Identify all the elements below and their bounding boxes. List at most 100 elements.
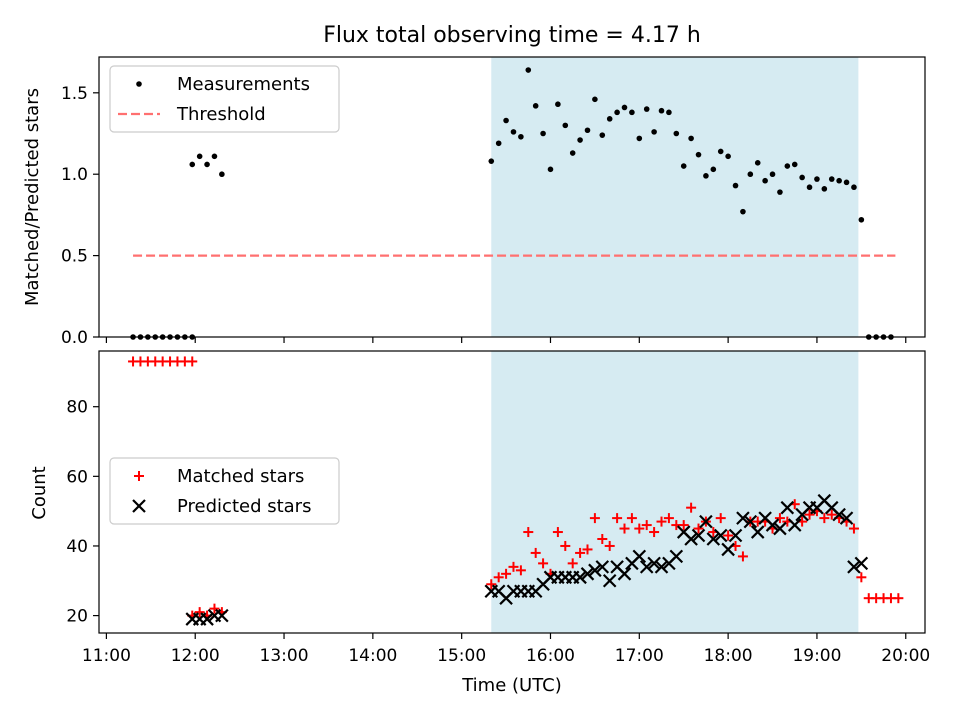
data-point — [569, 150, 576, 156]
bottom-y-axis-label: Count — [29, 466, 50, 519]
data-point — [614, 109, 620, 116]
y-tick-label: 80 — [66, 398, 88, 418]
data-point — [836, 177, 842, 184]
data-point — [684, 532, 698, 546]
data-point — [604, 540, 615, 551]
data-point — [641, 520, 652, 531]
data-point — [589, 513, 600, 524]
data-point — [814, 176, 820, 182]
legend-marker — [132, 499, 146, 513]
data-point — [573, 570, 587, 585]
data-point — [673, 130, 680, 137]
data-point — [680, 163, 687, 169]
x-tick-label: 16:00 — [526, 646, 575, 666]
data-point — [204, 161, 210, 168]
data-point — [508, 561, 519, 572]
series-measurements — [130, 67, 894, 340]
data-point — [819, 513, 830, 524]
x-tick-label: 19:00 — [792, 646, 841, 666]
data-point — [634, 523, 645, 534]
legend-label: Measurements — [177, 74, 310, 95]
data-point — [725, 153, 731, 160]
chart-title: Flux total observing time = 4.17 h — [323, 23, 701, 48]
data-point — [762, 177, 768, 184]
data-point — [780, 500, 795, 515]
data-point — [723, 530, 734, 541]
data-point — [769, 171, 776, 178]
legend-marker — [134, 471, 144, 481]
data-point — [858, 216, 865, 223]
data-point — [552, 527, 563, 538]
data-point — [693, 523, 704, 534]
data-point — [832, 507, 846, 522]
data-point — [721, 542, 735, 557]
data-point — [194, 607, 205, 618]
data-point — [847, 560, 861, 574]
data-point — [688, 135, 694, 142]
data-point — [639, 560, 654, 574]
data-point — [773, 521, 787, 536]
x-tick-label: 14:00 — [348, 646, 397, 666]
legend: Matched stars Predicted stars — [109, 457, 340, 525]
data-point — [703, 173, 709, 179]
data-point — [510, 129, 517, 135]
data-point — [893, 593, 904, 604]
data-point — [750, 525, 765, 539]
data-point — [629, 109, 635, 116]
data-point — [799, 174, 805, 181]
data-point — [678, 520, 689, 531]
data-point — [669, 549, 684, 564]
data-point — [743, 514, 758, 529]
observing-window-span — [491, 57, 859, 337]
data-point — [747, 171, 754, 178]
data-point — [582, 544, 593, 555]
data-point — [200, 612, 214, 626]
data-point — [856, 572, 867, 583]
data-point — [828, 176, 835, 182]
data-point — [209, 603, 220, 614]
data-point — [754, 160, 761, 166]
data-point — [851, 184, 857, 191]
data-point — [656, 516, 667, 527]
x-tick-label: 11:00 — [82, 646, 131, 666]
data-point — [765, 518, 780, 532]
data-point — [518, 133, 524, 140]
data-point — [784, 163, 791, 169]
x-tick-label: 12:00 — [171, 646, 220, 666]
data-point — [791, 161, 798, 168]
data-point — [839, 511, 854, 525]
data-point — [211, 153, 218, 160]
legend-label: Matched stars — [177, 466, 304, 487]
data-point — [523, 527, 534, 538]
data-point — [215, 608, 229, 623]
data-point — [575, 547, 586, 558]
data-point — [658, 107, 665, 114]
data-point — [486, 579, 497, 590]
data-point — [636, 135, 643, 142]
data-point — [686, 502, 697, 513]
y-tick-label: 60 — [66, 467, 88, 487]
data-point — [606, 116, 613, 122]
data-point — [666, 109, 672, 116]
data-point — [595, 560, 610, 574]
data-point — [612, 513, 623, 524]
data-point — [515, 565, 526, 576]
data-point — [501, 568, 512, 579]
y-tick-label: 0.5 — [61, 247, 88, 267]
data-point — [617, 567, 632, 581]
data-point — [663, 513, 674, 524]
data-point — [695, 151, 702, 158]
data-point — [530, 547, 541, 558]
x-tick-label: 20:00 — [881, 646, 930, 666]
data-point — [691, 528, 706, 543]
y-tick-label: 1.0 — [61, 165, 88, 185]
data-point — [632, 549, 647, 564]
data-point — [555, 101, 561, 108]
observing-window-span — [491, 351, 859, 633]
data-point — [187, 356, 198, 367]
data-point — [493, 572, 504, 583]
data-point — [651, 129, 657, 135]
top-y-axis-label: Matched/Predicted stars — [22, 88, 43, 306]
data-point — [503, 117, 509, 124]
